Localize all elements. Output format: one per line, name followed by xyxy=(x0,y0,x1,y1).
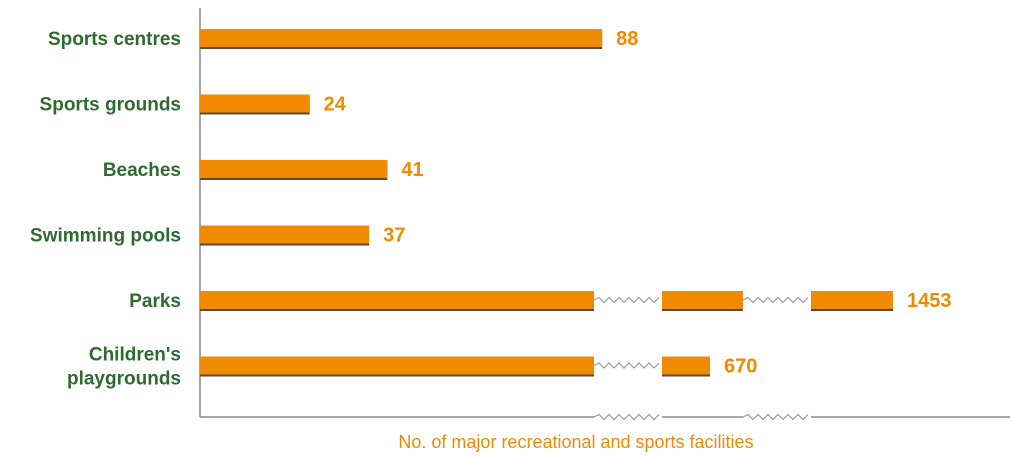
category-label: Parks xyxy=(129,291,181,312)
bar-break-mark xyxy=(742,296,809,304)
bar xyxy=(200,225,370,244)
value-label: 24 xyxy=(324,94,347,116)
bar-break-mark xyxy=(593,296,660,304)
bar xyxy=(200,160,388,178)
x-axis-break-mark xyxy=(742,413,809,421)
category-label: Sports centres xyxy=(48,29,181,50)
x-axis-break-mark xyxy=(593,413,660,421)
value-labels: 88 24 41 37 1453 670 xyxy=(324,28,952,378)
bar-break-mark xyxy=(593,362,660,369)
bar xyxy=(662,356,710,375)
x-axis-title: No. of major recreational and sports fac… xyxy=(398,432,753,452)
chart-axes xyxy=(199,8,1010,421)
value-label: 670 xyxy=(724,356,757,378)
value-label: 1453 xyxy=(907,290,952,312)
category-labels: Sports centres Sports grounds Beaches Swimm… xyxy=(30,29,181,390)
category-label: Beaches xyxy=(103,160,181,181)
bar xyxy=(200,29,603,47)
bar xyxy=(200,291,594,309)
category-label: Swimming pools xyxy=(30,226,181,247)
category-label: Sports grounds xyxy=(40,95,181,116)
bar xyxy=(200,356,594,375)
category-label: playgrounds xyxy=(67,369,181,390)
value-label: 88 xyxy=(616,28,638,50)
bar xyxy=(811,291,893,309)
chart-bars xyxy=(200,29,893,377)
category-label: Children's xyxy=(89,345,181,366)
value-label: 41 xyxy=(401,159,423,181)
axis-break-markers xyxy=(593,296,809,369)
bar xyxy=(200,94,310,113)
bar xyxy=(662,291,743,309)
value-label: 37 xyxy=(383,225,405,247)
